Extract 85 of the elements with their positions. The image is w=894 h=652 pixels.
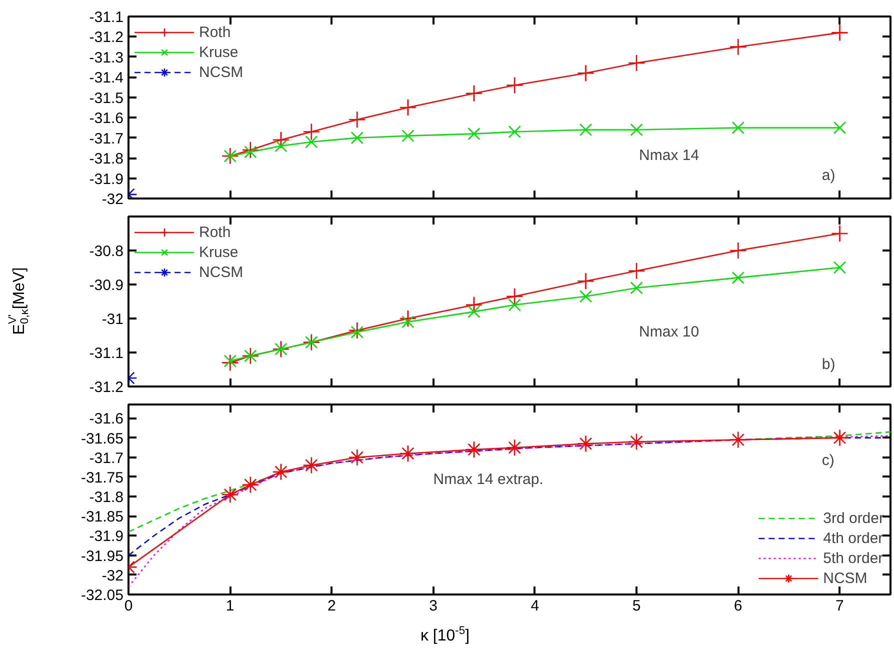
point bbox=[508, 125, 521, 138]
y-tick-label: -31.6 bbox=[89, 410, 124, 428]
annotation: b) bbox=[822, 356, 836, 373]
point bbox=[630, 282, 643, 294]
point bbox=[831, 429, 848, 446]
x-tick-label: 2 bbox=[328, 598, 336, 614]
legend-label: 4th order bbox=[823, 530, 884, 546]
y-tick-label: -30.8 bbox=[89, 243, 124, 260]
y-tick-label: -31.1 bbox=[89, 9, 124, 26]
point bbox=[508, 298, 521, 312]
y-tick-label: -31.65 bbox=[80, 430, 124, 448]
point bbox=[579, 290, 592, 303]
point bbox=[399, 444, 417, 462]
y-tick-label: -31.7 bbox=[89, 450, 124, 467]
y-axis-title: EV'0,κ[MeV] bbox=[7, 267, 32, 335]
point bbox=[402, 316, 414, 328]
point bbox=[274, 140, 288, 152]
legend-label: NCSM bbox=[823, 570, 868, 586]
x-axis-title: κ [10$^{-5}$] bbox=[419, 624, 471, 646]
point bbox=[468, 305, 480, 318]
y-tick-label: -30.9 bbox=[89, 277, 124, 294]
y-tick-label: -31.7 bbox=[89, 130, 124, 148]
x-tick-label: 3 bbox=[429, 598, 438, 614]
annotation: Nmax 10 bbox=[639, 324, 700, 341]
point bbox=[577, 435, 594, 452]
point bbox=[348, 448, 366, 466]
y-tick-label: -32 bbox=[102, 191, 124, 208]
point bbox=[224, 354, 236, 368]
point bbox=[350, 326, 364, 338]
point bbox=[579, 123, 592, 136]
y-tick-label: -31.2 bbox=[89, 29, 124, 46]
x-tick-label: 0 bbox=[124, 598, 133, 614]
point bbox=[350, 132, 364, 144]
y-tick-label: -31.4 bbox=[89, 70, 124, 87]
x-tick-label: 6 bbox=[734, 598, 742, 614]
point bbox=[729, 431, 747, 448]
y-tick-label: -31.3 bbox=[89, 49, 124, 66]
legend-label: NCSM bbox=[199, 64, 244, 80]
x-tick-label: 4 bbox=[530, 598, 540, 614]
point bbox=[465, 440, 483, 458]
y-tick-label: -31.9 bbox=[89, 528, 124, 546]
y-tick-label: -31.2 bbox=[89, 379, 124, 396]
legend-label: 5th order bbox=[823, 550, 884, 566]
point bbox=[305, 136, 318, 148]
line-series bbox=[128, 435, 890, 588]
point bbox=[302, 456, 320, 474]
y-tick-label: -31.75 bbox=[80, 469, 124, 486]
point bbox=[630, 123, 643, 136]
annotation: a) bbox=[822, 166, 836, 184]
point bbox=[272, 463, 290, 481]
y-tick-label: -31.85 bbox=[80, 508, 124, 526]
point bbox=[242, 476, 260, 494]
y-tick-label: -31 bbox=[102, 311, 124, 328]
point bbox=[399, 98, 417, 116]
y-tick-label: -32 bbox=[102, 567, 124, 584]
point bbox=[221, 486, 239, 504]
y-tick-label: -31.6 bbox=[89, 110, 124, 128]
x-tick-label: 1 bbox=[226, 598, 234, 614]
legend-label: NCSM bbox=[199, 264, 244, 280]
point bbox=[732, 121, 744, 134]
x-tick-label: 5 bbox=[632, 598, 641, 614]
legend-label: Kruse bbox=[199, 44, 238, 60]
point bbox=[244, 146, 257, 158]
legend-label: Roth bbox=[199, 224, 231, 240]
point bbox=[506, 438, 524, 456]
point bbox=[732, 271, 744, 284]
legend-label: Roth bbox=[199, 24, 231, 40]
y-tick-label: -31.95 bbox=[80, 548, 124, 565]
x-tick-label: 7 bbox=[836, 598, 844, 614]
y-tick-label: -31.8 bbox=[89, 489, 124, 506]
y-tick-label: -31.1 bbox=[89, 345, 124, 362]
y-tick-label: -31.9 bbox=[89, 170, 124, 188]
point bbox=[628, 433, 646, 450]
point bbox=[833, 121, 846, 134]
point bbox=[833, 261, 846, 274]
annotation: c) bbox=[822, 452, 834, 470]
point bbox=[468, 127, 480, 140]
legend-label: Kruse bbox=[199, 244, 238, 260]
annotation: Nmax 14 extrap. bbox=[433, 471, 544, 488]
legend-label: 3rd order bbox=[823, 510, 884, 526]
y-tick-label: -32.05 bbox=[80, 587, 124, 604]
annotation: Nmax 14 bbox=[639, 146, 700, 164]
y-tick-label: -31.5 bbox=[89, 90, 124, 107]
y-tick-label: -31.8 bbox=[89, 150, 124, 168]
point bbox=[402, 130, 414, 142]
